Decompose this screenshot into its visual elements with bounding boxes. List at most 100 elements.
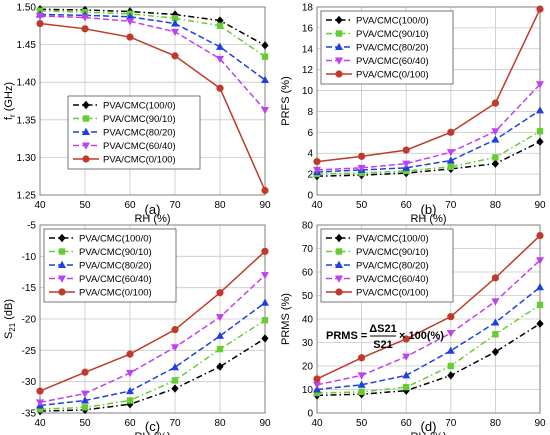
series-3 (313, 81, 544, 175)
series-line (39, 13, 266, 81)
data-point (81, 25, 89, 33)
data-point (491, 318, 500, 326)
y-tick-label: 2 (307, 170, 313, 181)
series-line (39, 319, 266, 410)
data-point (171, 363, 179, 371)
legend-marker (335, 248, 343, 255)
x-axis-label: RH (%) (134, 213, 170, 225)
series-line (39, 302, 266, 407)
x-tick-label: 40 (311, 200, 323, 211)
data-point (216, 362, 224, 371)
series-0 (36, 334, 269, 416)
y-tick-label: 1.50 (17, 3, 37, 14)
legend-marker (335, 233, 343, 243)
legend-marker (82, 100, 90, 110)
y-tick-label: 30 (302, 338, 314, 349)
data-point (446, 346, 455, 354)
data-point (126, 33, 134, 41)
series-line (316, 323, 541, 397)
x-tick-label: 70 (445, 418, 457, 429)
data-point (491, 298, 500, 306)
y-tick-label: 8 (307, 107, 313, 118)
y-tick-label: 80 (302, 221, 314, 232)
x-axis-label: RH (%) (134, 431, 170, 435)
data-point (81, 404, 89, 411)
data-point (491, 135, 500, 143)
series-line (39, 274, 266, 404)
legend-marker (82, 142, 90, 150)
plot-frame (316, 224, 541, 414)
y-axis-label-main: f (3, 116, 15, 120)
data-point (171, 344, 179, 352)
data-point (126, 397, 134, 404)
data-point (216, 331, 224, 339)
legend-label: PVA/CMC(90/10) (356, 247, 429, 258)
series-4 (36, 19, 269, 195)
legend-label: PVA/CMC(80/20) (103, 128, 176, 139)
data-point (126, 12, 134, 20)
x-tick-label: 70 (445, 200, 457, 211)
y-axis-label-unit: (GHz) (3, 82, 15, 114)
data-point (126, 369, 134, 378)
panel-caption: (a) (145, 202, 161, 217)
data-point (446, 156, 455, 164)
x-tick-label: 40 (34, 200, 46, 211)
x-tick-label: 60 (124, 200, 136, 211)
y-axis-label: PRMS (%) (280, 293, 292, 345)
y-tick-label: 18 (302, 3, 314, 14)
data-point (313, 375, 321, 383)
data-point (81, 390, 89, 398)
series-4 (313, 5, 544, 166)
data-point (261, 247, 269, 255)
data-point (491, 159, 499, 168)
x-axis-label: RH (%) (410, 213, 446, 225)
data-point (447, 163, 454, 170)
data-point (447, 371, 455, 380)
data-point (358, 152, 366, 160)
data-point (261, 317, 269, 324)
plot-frame (316, 6, 541, 196)
data-point (492, 331, 499, 338)
chart-panel-a: 1.25 1.30 1.35 1.40 1.45 1.50 40 50 60 70 80 90 RH (… (3, 3, 271, 226)
data-point (81, 14, 89, 22)
legend-box (67, 95, 201, 170)
series-1 (313, 301, 544, 397)
data-point (491, 128, 500, 136)
legend-label: PVA/CMC(100/0) (103, 101, 176, 112)
legend-label: PVA/CMC(60/40) (356, 56, 429, 67)
legend-label: PVA/CMC(100/0) (356, 16, 429, 27)
formula-annotation: PRMS = ΔS21 S21 × 100(%) (326, 323, 444, 351)
data-point (171, 28, 179, 37)
data-point (446, 149, 455, 157)
legend-label: PVA/CMC(80/20) (356, 261, 429, 272)
data-point (402, 160, 411, 168)
data-point (126, 18, 134, 26)
data-point (447, 313, 455, 321)
y-tick-label: 16 (302, 23, 314, 34)
series-line (316, 259, 541, 386)
y-axis-label: fr (GHz) (3, 82, 17, 120)
y-axis-label: PRFS (%) (280, 76, 292, 126)
legend-marker (335, 70, 343, 78)
y-axis-label-main: S (3, 332, 15, 339)
series-line (39, 10, 266, 58)
plot-frame (39, 6, 266, 196)
series-line (316, 141, 541, 177)
data-point (358, 354, 366, 362)
legend-marker (335, 275, 343, 283)
data-point (402, 371, 411, 379)
legend-label: PVA/CMC(60/40) (103, 141, 176, 152)
legend-marker (335, 288, 343, 296)
legend-marker (335, 260, 343, 268)
data-point (36, 399, 44, 407)
legend-marker (82, 115, 90, 122)
legend-marker (58, 233, 66, 243)
data-point (261, 53, 269, 60)
data-point (536, 81, 544, 89)
data-point (216, 345, 224, 353)
data-point (261, 186, 269, 195)
legend: PVA/CMC(100/0) PVA/CMC(90/10) PVA/CMC(80/2… (320, 228, 454, 303)
data-point (171, 19, 179, 27)
data-point (491, 99, 499, 107)
data-point (171, 384, 179, 393)
